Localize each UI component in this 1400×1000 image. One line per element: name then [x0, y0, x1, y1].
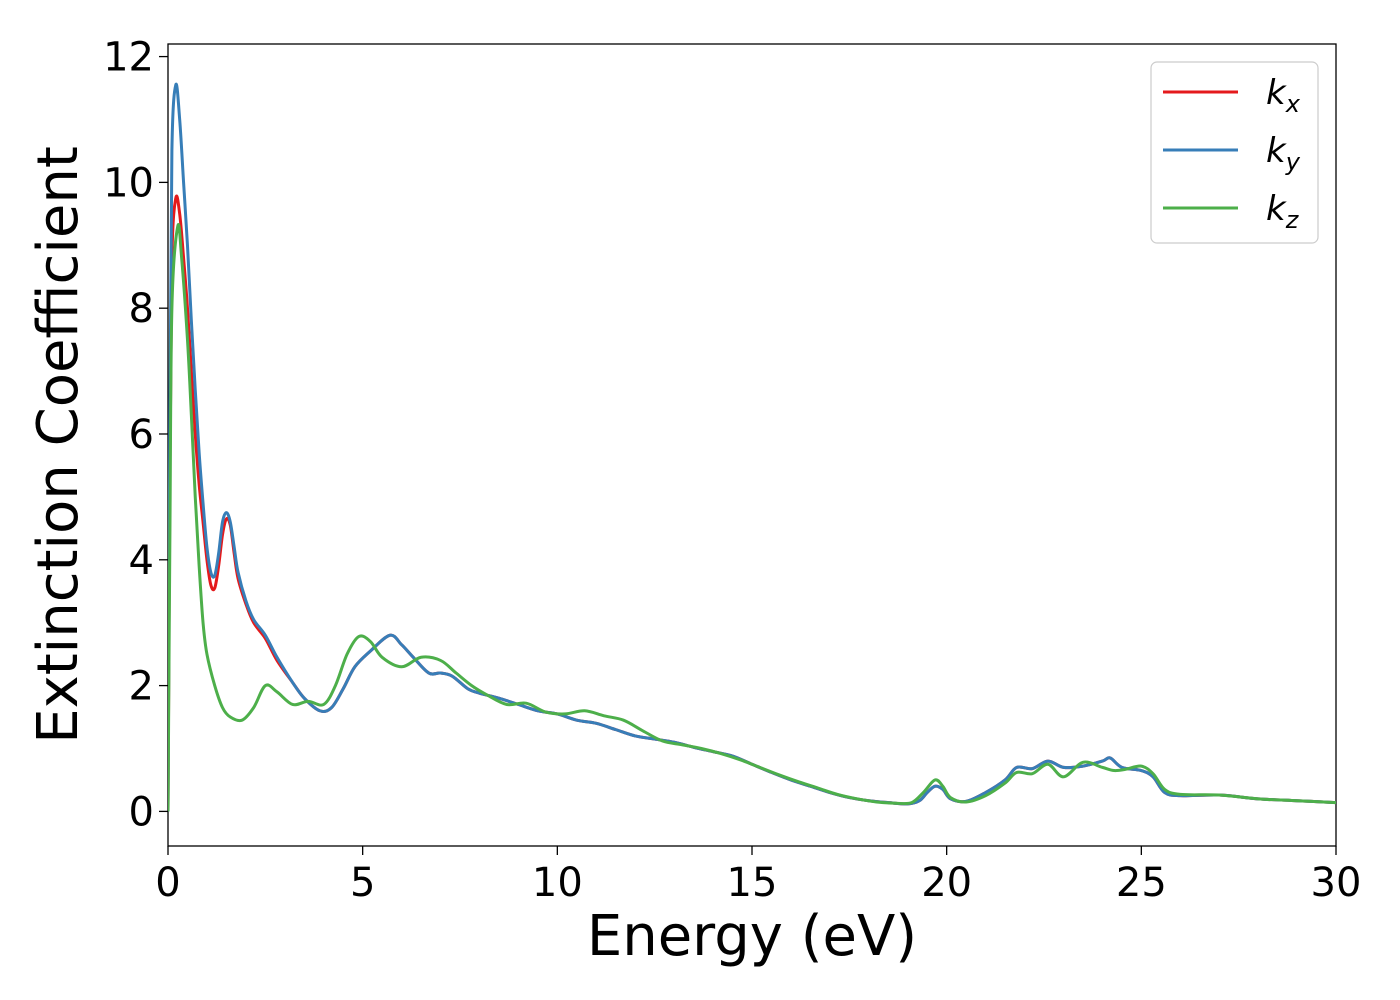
x-axis-title: Energy (eV) — [587, 904, 917, 969]
y-tick-label: 0 — [129, 789, 154, 835]
x-tick-label: 0 — [155, 860, 180, 906]
y-axis-title: Extinction Coefficient — [26, 146, 91, 744]
legend-label-x: kx — [1266, 73, 1301, 118]
series-group — [168, 82, 1336, 812]
y-tick-label: 8 — [129, 286, 154, 332]
legend-box — [1150, 61, 1319, 244]
x-tick-label: 10 — [532, 860, 583, 906]
x-tick-label: 25 — [1116, 860, 1167, 906]
x-axis: 0 5 10 15 20 25 30 — [155, 846, 1361, 906]
x-tick-label: 5 — [350, 860, 375, 906]
y-tick-label: 4 — [129, 538, 154, 584]
y-tick-label: 2 — [129, 664, 154, 710]
legend-label-base: k — [1266, 131, 1287, 171]
legend-label-subscript: x — [1285, 90, 1301, 118]
legend-label-base: k — [1266, 189, 1287, 229]
legend-label-subscript: z — [1285, 206, 1300, 234]
plot-area — [167, 43, 1337, 847]
x-tick-label: 15 — [727, 860, 778, 906]
plot-frame — [167, 43, 1337, 847]
y-axis: 0 2 4 6 8 10 12 — [103, 35, 168, 835]
series-line-z — [168, 223, 1336, 812]
legend-label-y: ky — [1266, 131, 1301, 176]
legend-label-base: k — [1266, 73, 1287, 113]
legend-label-z: kz — [1266, 189, 1300, 234]
y-tick-label: 10 — [103, 160, 154, 206]
x-tick-label: 30 — [1311, 860, 1362, 906]
x-tick-label: 20 — [921, 860, 972, 906]
legend-label-subscript: y — [1285, 148, 1301, 176]
y-tick-label: 12 — [103, 35, 154, 81]
series-line-y — [168, 82, 1336, 812]
y-tick-label: 6 — [129, 412, 154, 458]
